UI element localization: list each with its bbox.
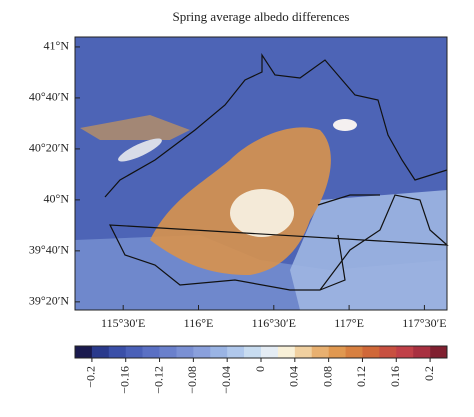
y-tick-label: 39°40′N — [29, 243, 69, 257]
colorbar-box — [345, 346, 363, 358]
colorbar-tick-label: 0.16 — [388, 366, 402, 387]
urban-core — [230, 189, 294, 237]
bright-patch — [118, 138, 162, 162]
colorbar-box — [176, 346, 194, 358]
colorbar-tick-label: 0.12 — [354, 366, 368, 387]
colorbar-box — [159, 346, 177, 358]
colorbar-box — [210, 346, 228, 358]
colorbar-tick-label: −0.2 — [84, 366, 98, 388]
bright-patch — [333, 119, 357, 131]
colorbar-box — [294, 346, 313, 358]
x-tick-label: 116°E — [184, 316, 214, 330]
map-frame — [74, 36, 448, 311]
colorbar-box — [75, 346, 93, 358]
colorbar-tick-label: 0 — [253, 366, 267, 372]
colorbar-tick-label: −0.12 — [151, 366, 165, 394]
colorbar-tick-label: 0.04 — [287, 366, 301, 387]
y-tick-label: 40°20′N — [29, 141, 69, 155]
x-tick-label: 117°E — [334, 316, 364, 330]
colorbar-box — [413, 346, 431, 358]
colorbar-box — [430, 346, 448, 358]
y-tick-label: 40°40′N — [29, 90, 69, 104]
colorbar-tick-label: 0.08 — [320, 366, 334, 387]
colorbar-tick-label: −0.04 — [219, 366, 233, 394]
colorbar-box — [108, 346, 127, 358]
colorbar-box — [311, 346, 329, 358]
colorbar-tick-label: −0.16 — [117, 366, 131, 394]
y-tick-label: 39°20′N — [29, 294, 69, 308]
x-tick-label: 116°30′E — [252, 316, 296, 330]
colorbar-box — [227, 346, 245, 358]
light-region — [290, 190, 447, 310]
colorbar-box — [277, 346, 296, 358]
colorbar-box — [261, 346, 279, 358]
boundary — [104, 52, 449, 291]
colorbar-box — [379, 346, 397, 358]
urban-strip — [80, 115, 190, 140]
colorbar-box — [193, 346, 211, 358]
colorbar-box — [244, 346, 262, 358]
colorbar-tick-label: −0.08 — [185, 366, 199, 394]
chart-title: Spring average albedo differences — [173, 9, 350, 24]
y-tick-label: 40°N — [44, 192, 70, 206]
y-tick-label: 41°N — [44, 39, 70, 53]
colorbar-box — [396, 346, 414, 358]
colorbar-box — [328, 346, 346, 358]
colorbar-box — [125, 346, 143, 358]
colorbar-box — [91, 346, 110, 358]
colorbar-box — [362, 346, 380, 358]
x-tick-label: 117°30′E — [402, 316, 446, 330]
x-tick-label: 115°30′E — [101, 316, 145, 330]
map-image — [74, 36, 449, 311]
colorbar-tick-label: 0.2 — [422, 366, 436, 381]
colorbar-box — [142, 346, 160, 358]
